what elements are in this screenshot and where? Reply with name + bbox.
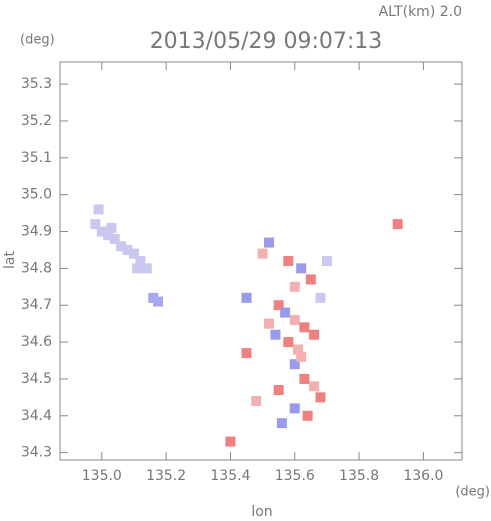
echo-cell (153, 296, 164, 307)
echo-cell (90, 219, 101, 230)
echo-cell (280, 307, 291, 318)
echo-cell (305, 274, 316, 285)
echo-cell (289, 314, 300, 325)
echo-cell (289, 281, 300, 292)
y-unit: (deg) (20, 33, 55, 48)
y-tick-label: 35.0 (21, 187, 52, 203)
echo-cell (309, 329, 320, 340)
y-tick-label: 35.1 (21, 150, 52, 166)
y-tick-label: 35.3 (21, 76, 52, 92)
echo-cell (135, 256, 146, 266)
echo-cell (241, 348, 252, 359)
x-axis-label: lon (251, 504, 272, 520)
echo-cell (315, 292, 326, 303)
y-axis-label: lat (2, 251, 18, 269)
echo-cell (289, 359, 300, 370)
echo-cell (141, 263, 152, 274)
echo-cell (309, 381, 320, 392)
y-tick-label: 34.4 (21, 408, 52, 424)
x-tick-label: 135.0 (82, 468, 122, 484)
echo-cell (241, 292, 252, 303)
x-tick-label: 135.4 (210, 468, 250, 484)
x-tick-label: 135.6 (275, 468, 315, 484)
x-tick-label: 135.2 (146, 468, 186, 484)
echo-cell (276, 418, 287, 429)
x-tick-label: 136.0 (403, 468, 443, 484)
echo-cell (289, 403, 300, 414)
y-tick-label: 34.9 (21, 224, 52, 240)
echo-cell (296, 351, 307, 362)
echo-cell (315, 392, 326, 403)
echo-cell (299, 322, 310, 333)
echo-cell (264, 237, 275, 248)
echo-cell (299, 373, 310, 384)
x-tick-label: 135.8 (339, 468, 379, 484)
x-unit: (deg) (455, 485, 490, 500)
echo-cell (273, 300, 284, 311)
plot-frame (59, 61, 463, 461)
altitude-label: ALT(km) 2.0 (379, 4, 462, 20)
echo-cell (270, 329, 281, 340)
echo-cell (283, 256, 294, 266)
echo-cell (116, 241, 127, 252)
echo-cell (225, 436, 236, 447)
echo-cell (296, 263, 307, 274)
echo-cell (273, 384, 284, 395)
echo-cell (93, 204, 104, 215)
echo-cell (264, 318, 275, 329)
y-tick-label: 34.7 (21, 297, 52, 313)
echo-cell (128, 248, 139, 259)
echo-cell (96, 226, 107, 237)
y-tick-label: 35.2 (21, 113, 52, 129)
echo-cell (132, 263, 143, 274)
y-tick-label: 34.6 (21, 334, 52, 350)
echo-cell (109, 233, 120, 244)
y-tick-label: 34.8 (21, 260, 52, 276)
y-tick-label: 34.5 (21, 371, 52, 387)
echo-cell (103, 230, 114, 241)
echo-cell (283, 337, 294, 348)
echo-cell (257, 248, 268, 259)
y-tick-label: 34.3 (21, 445, 52, 461)
echo-cell (392, 219, 403, 230)
echo-cell (122, 244, 133, 255)
chart-title: 2013/05/29 09:07:13 (150, 29, 383, 54)
echo-cell (106, 222, 117, 233)
echo-cell (292, 344, 303, 355)
echo-cell (321, 256, 332, 266)
echo-cell (251, 396, 262, 407)
echo-cell (302, 410, 313, 421)
